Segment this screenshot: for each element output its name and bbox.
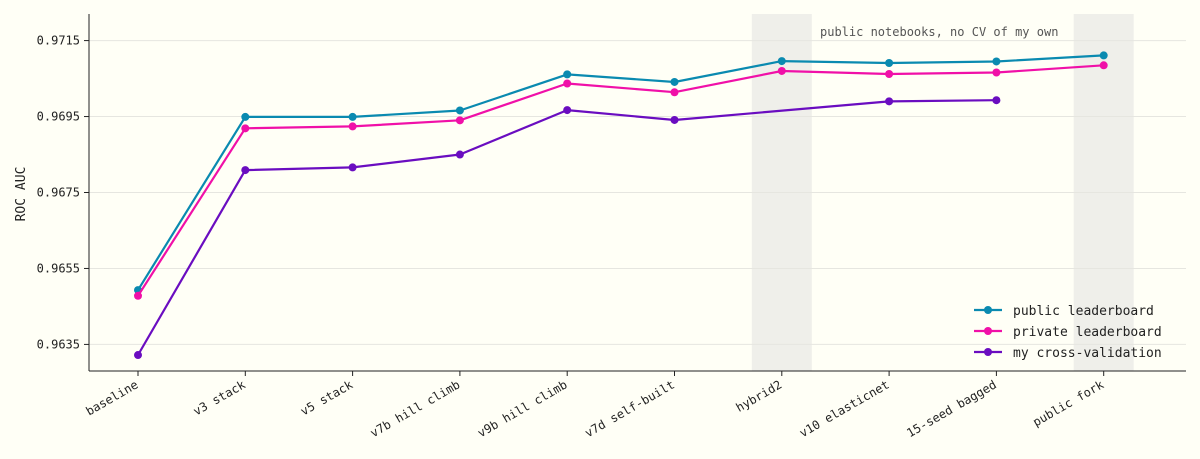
y-tick-label: 0.9675: [37, 186, 80, 200]
data-point-private-leaderboard-baseline: [134, 291, 142, 300]
data-point-private-leaderboard-15-seed-bagged: [992, 68, 1001, 77]
series-lines: [134, 51, 1108, 360]
data-point-my-cross-validation-v5-stack: [348, 163, 357, 172]
data-point-public-leaderboard-v7d-self-built: [670, 77, 679, 86]
data-point-public-leaderboard-v10-elasticnet: [885, 58, 894, 67]
y-tick-label: 0.9635: [37, 337, 80, 351]
y-axis-title: ROC AUC: [14, 167, 29, 222]
legend: public leaderboard private leaderboard my …: [974, 304, 1162, 361]
data-point-public-leaderboard-15-seed-bagged: [992, 57, 1001, 66]
data-point-my-cross-validation-v7d-self-built: [670, 115, 679, 124]
legend-item-private-leaderboard: private leaderboard: [974, 325, 1162, 340]
y-tick-label: 0.9715: [37, 34, 80, 48]
data-point-public-leaderboard-public-fork: [1099, 51, 1108, 60]
legend-item-public-leaderboard: public leaderboard: [974, 304, 1154, 319]
data-point-my-cross-validation-v10-elasticnet: [885, 97, 894, 106]
data-point-my-cross-validation-15-seed-bagged: [992, 96, 1001, 105]
data-point-my-cross-validation-v3-stack: [241, 166, 250, 175]
data-point-private-leaderboard-v9b-hill-climb: [563, 79, 572, 88]
data-point-private-leaderboard-hybrid2: [777, 66, 786, 75]
data-point-private-leaderboard-v7b-hill-climb: [455, 116, 464, 125]
data-point-my-cross-validation-v9b-hill-climb: [563, 106, 572, 115]
data-point-private-leaderboard-v5-stack: [348, 122, 357, 131]
series-line-public-leaderboard: [137, 54, 1104, 291]
legend-label: my cross-validation: [1013, 346, 1162, 361]
data-point-public-leaderboard-hybrid2: [777, 57, 786, 66]
y-tick-label: 0.9695: [37, 110, 80, 124]
legend-label: private leaderboard: [1013, 325, 1162, 340]
series-line-private-leaderboard: [137, 64, 1104, 297]
annotation-public-notebooks: public notebooks, no CV of my own: [820, 25, 1058, 39]
data-point-public-leaderboard-v3-stack: [241, 112, 250, 121]
legend-item-my-cross-validation: my cross-validation: [974, 346, 1162, 361]
data-point-private-leaderboard-public-fork: [1099, 61, 1108, 70]
series-my-cross-validation: [134, 96, 1001, 360]
data-point-public-leaderboard-v9b-hill-climb: [563, 70, 572, 79]
legend-swatch-marker: [984, 327, 992, 335]
legend-swatch-marker: [984, 348, 992, 356]
y-ticks: 0.9635 0.9655 0.9675 0.9695 0.9715: [37, 34, 89, 351]
legend-label: public leaderboard: [1013, 304, 1154, 319]
data-point-private-leaderboard-v3-stack: [241, 124, 250, 133]
data-point-my-cross-validation-baseline: [134, 351, 142, 360]
series-public-leaderboard: [134, 51, 1108, 295]
data-point-public-leaderboard-v5-stack: [348, 112, 357, 121]
series-line-my-cross-validation: [137, 99, 997, 356]
y-tick-label: 0.9655: [37, 261, 80, 275]
data-point-private-leaderboard-v7d-self-built: [670, 88, 679, 97]
series-private-leaderboard: [134, 61, 1108, 300]
data-point-public-leaderboard-v7b-hill-climb: [455, 106, 464, 115]
data-point-my-cross-validation-v7b-hill-climb: [455, 150, 464, 159]
data-point-private-leaderboard-v10-elasticnet: [885, 70, 894, 79]
legend-swatch-marker: [984, 306, 992, 314]
